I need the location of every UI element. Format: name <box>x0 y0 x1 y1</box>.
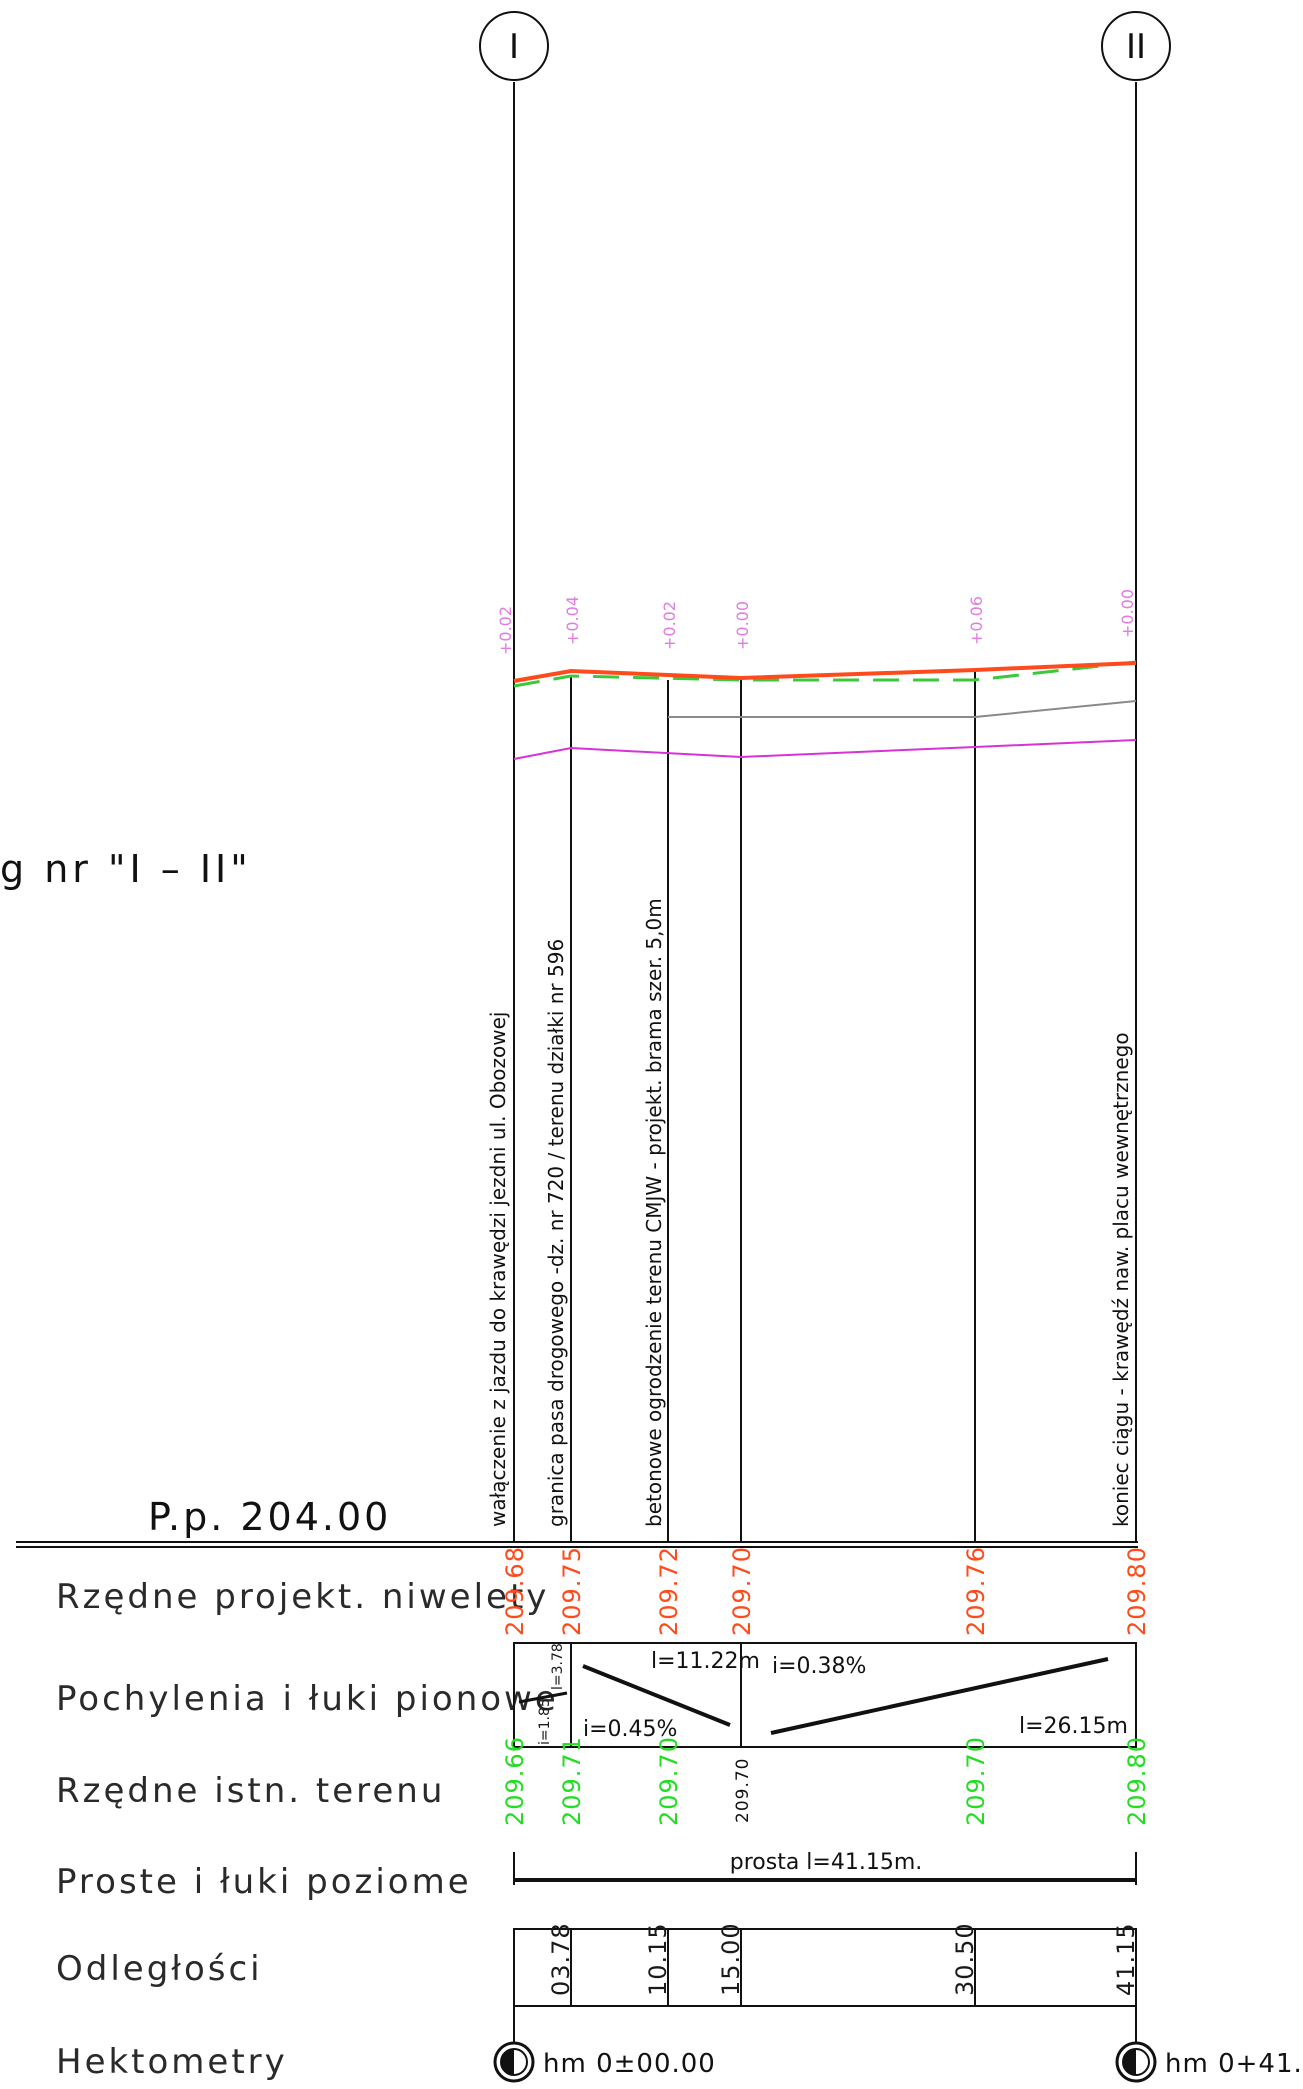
project-elevations: 209.68 209.75 209.72 209.70 209.76 209.8… <box>501 1546 1151 1636</box>
hectometer-icon <box>493 2041 535 2083</box>
diff-label: +0.04 <box>563 596 582 645</box>
row-label-horizontal: Proste i łuki poziome <box>56 1862 472 1902</box>
straight-label: prosta l=41.15m. <box>730 1850 923 1875</box>
magenta-layer-line <box>513 739 1137 760</box>
note-road-boundary: granica pasa drogowego -dz. nr 720 / ter… <box>544 939 568 1527</box>
hectometer-label-start: hm 0±00.00 <box>543 2049 716 2079</box>
slopes-band: i=1.85 l=3.78 l=11.22m i=0.45% i=0.38% l… <box>513 1642 1137 1748</box>
elevation-differences: +0.02 +0.04 +0.02 +0.00 +0.06 +0.00 <box>496 589 1137 655</box>
distances-box <box>513 1928 1137 2007</box>
slope-seg2-l: l=11.22m <box>651 1649 760 1674</box>
diff-label: +0.02 <box>660 601 679 650</box>
row-label-distances: Odległości <box>56 1949 263 1989</box>
slope-seg1-i: i=1.85 <box>537 1698 553 1745</box>
terrain-elevation: 209.70 <box>962 1736 990 1826</box>
row-label-slopes: Pochylenia i łuki pionowe <box>56 1679 559 1719</box>
terrain-elevation: 209.70 <box>655 1736 683 1826</box>
hectometer-label-end: hm 0+41.15 <box>1165 2049 1303 2079</box>
project-grade-line <box>513 661 1137 683</box>
project-elevation: 209.76 <box>962 1546 990 1636</box>
distance-label: 10.15 <box>644 1922 672 1996</box>
slope-seg3-i: i=0.38% <box>772 1654 866 1679</box>
point-label-II: II <box>1126 27 1146 67</box>
diff-label: +0.00 <box>733 601 752 650</box>
datum-label: P.p. 204.00 <box>148 1495 391 1539</box>
note-fence-gate: betonowe ogrodzenie terenu CMJW - projek… <box>642 898 666 1527</box>
station-lines <box>513 82 1137 1543</box>
hectometer-marker-end: hm 0+41.15 <box>1115 2041 1303 2083</box>
distance-label: 15.00 <box>717 1922 745 1996</box>
distances-band: 03.78 10.15 15.00 30.50 41.15 <box>513 1922 1140 2050</box>
point-label-I: I <box>509 27 519 67</box>
terrain-elevation: 209.66 <box>501 1736 529 1826</box>
project-elevation: 209.75 <box>558 1546 586 1636</box>
project-elevation: 209.80 <box>1123 1546 1151 1636</box>
hectometer-marker-start: hm 0±00.00 <box>493 2041 716 2083</box>
terrain-elevation: 209.70 <box>733 1758 753 1823</box>
point-bubble-I: I <box>479 11 549 81</box>
diff-label: +0.02 <box>496 606 515 655</box>
slopes-box <box>513 1642 1137 1748</box>
project-elevation: 209.72 <box>655 1546 683 1636</box>
horizontal-band: prosta l=41.15m. <box>513 1850 1137 1885</box>
row-label-terrain: Rzędne istn. terenu <box>56 1771 445 1811</box>
slope-seg2 <box>582 1664 731 1727</box>
drawing-title: g nr "I – II" <box>0 847 252 891</box>
grey-layer-line <box>668 700 1137 718</box>
slope-seg3-l: l=26.15m <box>1019 1714 1128 1739</box>
row-labels: Rzędne projekt. niwelety Pochylenia i łu… <box>56 1577 559 2082</box>
distance-label: 03.78 <box>547 1922 575 1996</box>
slope-seg3 <box>770 1657 1109 1735</box>
slope-seg1 <box>518 1691 568 1704</box>
station-notes: wałączenie z jazdu do krawędzi jezdni ul… <box>486 898 1133 1527</box>
diff-label: +0.06 <box>967 596 986 645</box>
diff-label: +0.00 <box>1118 589 1137 638</box>
terrain-elevations: 209.66 209.71 209.70 209.70 209.70 209.8… <box>501 1736 1151 1826</box>
terrain-elevation: 209.71 <box>558 1736 586 1826</box>
row-label-project: Rzędne projekt. niwelety <box>56 1577 549 1617</box>
project-elevation: 209.70 <box>728 1546 756 1636</box>
hectometer-icon <box>1115 2041 1157 2083</box>
slope-seg2-i: i=0.45% <box>583 1717 677 1742</box>
note-end: koniec ciągu - krawędź naw. placu wewnęt… <box>1109 1032 1133 1527</box>
row-label-hectometers: Hektometry <box>56 2042 288 2082</box>
note-start: wałączenie z jazdu do krawędzi jezdni ul… <box>486 1012 510 1527</box>
slope-seg1-l: l=3.78 <box>550 1643 566 1690</box>
distance-label: 30.50 <box>951 1922 979 1996</box>
point-bubble-II: II <box>1101 11 1171 81</box>
distance-label: 41.15 <box>1112 1922 1140 1996</box>
project-elevation: 209.68 <box>501 1546 529 1636</box>
terrain-elevation: 209.80 <box>1123 1736 1151 1826</box>
